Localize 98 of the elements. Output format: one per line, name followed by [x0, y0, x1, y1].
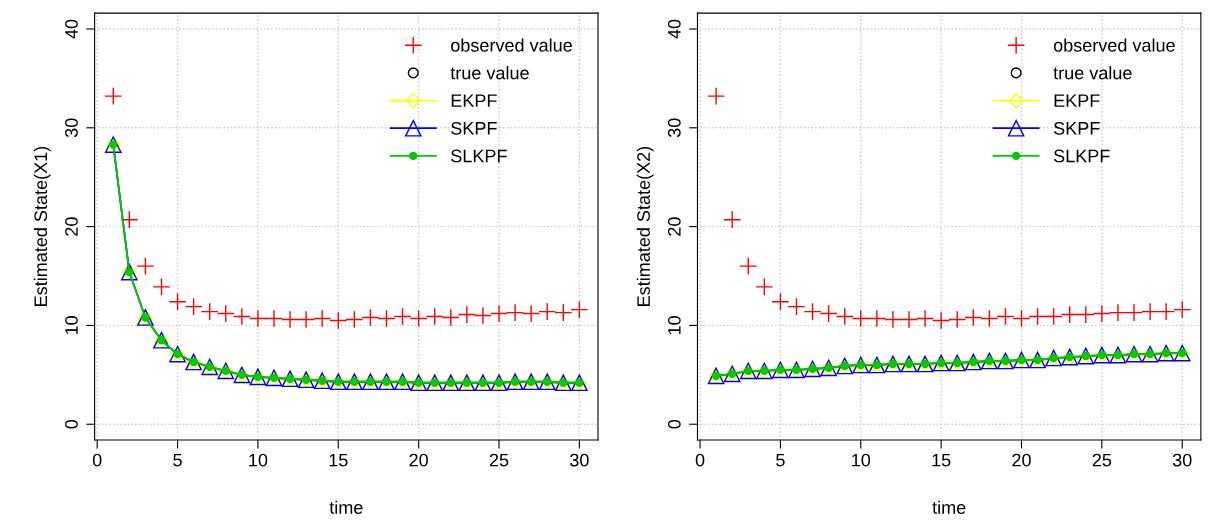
legend-label: EKPF [451, 94, 497, 107]
point [120, 210, 139, 229]
x-tick-label: 5 [776, 453, 785, 467]
point [787, 297, 806, 316]
point [232, 307, 251, 326]
y-tick-label: 10 [667, 316, 681, 335]
point [473, 306, 492, 325]
point [345, 310, 364, 329]
point [1060, 305, 1079, 324]
point [1124, 303, 1144, 322]
y-tick-label: 40 [667, 19, 681, 39]
point [1141, 302, 1160, 321]
point [1173, 300, 1192, 319]
y-tick-label: 10 [65, 316, 78, 335]
point [835, 307, 854, 326]
y-tick-label: 30 [667, 118, 681, 138]
point [932, 311, 951, 330]
point [851, 309, 870, 328]
x-tick-label: 25 [489, 453, 509, 467]
point [441, 308, 460, 327]
point [329, 311, 348, 330]
x-tick-label: 10 [852, 453, 871, 467]
point [867, 309, 886, 328]
point [104, 87, 123, 106]
x-tick-label: 15 [932, 453, 951, 467]
x-tick-label: 30 [570, 453, 589, 467]
point [1044, 307, 1063, 326]
point [457, 305, 476, 324]
y-tick-label: 20 [667, 217, 681, 236]
point [707, 87, 726, 106]
point [409, 309, 428, 328]
legend-label: observed value [1053, 38, 1175, 52]
legend-label: SLKPF [451, 149, 507, 163]
legend-label: observed value [451, 38, 572, 52]
point [771, 292, 790, 311]
point [948, 310, 967, 329]
y-tick-label: 0 [65, 419, 78, 429]
legend-label: SKPF [451, 121, 497, 135]
point [361, 308, 380, 327]
point [819, 304, 838, 323]
point [184, 297, 203, 316]
legend-label: SKPF [1053, 121, 1100, 135]
x-tick-label: 20 [1012, 453, 1031, 467]
x-tick-label: 15 [329, 453, 348, 467]
point [281, 310, 300, 329]
legend-label: true value [1053, 66, 1132, 80]
x-tick-label: 5 [173, 453, 182, 467]
point [883, 310, 902, 329]
point [899, 310, 919, 329]
point [168, 292, 187, 311]
x-tick-label: 30 [1172, 453, 1192, 467]
legend-label: SLKPF [1053, 149, 1110, 163]
point [996, 307, 1015, 326]
point [1092, 304, 1111, 323]
point [522, 304, 541, 323]
y-axis-title: Estimated State(X2) [636, 146, 654, 306]
point [1028, 307, 1047, 326]
point [755, 277, 774, 296]
point [297, 310, 316, 329]
point [1157, 302, 1176, 321]
point [216, 304, 235, 323]
point [506, 303, 525, 322]
point [1012, 309, 1031, 328]
y-tick-label: 0 [667, 419, 681, 429]
point [570, 300, 589, 319]
x-axis-title: time [932, 500, 966, 514]
x-tick-label: 20 [409, 453, 428, 467]
x-tick-label: 0 [695, 453, 705, 467]
point [723, 210, 742, 229]
point [377, 309, 396, 328]
y-tick-label: 20 [65, 217, 78, 236]
x-tick-label: 0 [92, 453, 102, 467]
point [393, 307, 412, 326]
point [200, 302, 219, 321]
x-tick-label: 10 [249, 453, 268, 467]
point [264, 309, 284, 328]
point [313, 309, 332, 328]
x-axis-title: time [329, 500, 363, 514]
x-tick-label: 25 [1092, 453, 1112, 467]
legend-label: true value [450, 66, 529, 80]
point [554, 303, 573, 322]
point [489, 304, 509, 323]
y-tick-label: 40 [65, 19, 78, 39]
point [248, 309, 267, 328]
y-tick-label: 30 [65, 118, 78, 138]
point [152, 277, 171, 296]
point [916, 309, 935, 328]
point [1076, 305, 1095, 324]
y-axis-title: Estimated State(X1) [33, 146, 51, 306]
legend-label: EKPF [1054, 94, 1100, 107]
point [1108, 303, 1127, 322]
point [425, 307, 444, 326]
point [136, 257, 155, 276]
point [538, 302, 557, 321]
point [964, 308, 983, 327]
point [980, 309, 999, 328]
point [739, 257, 758, 276]
point [803, 302, 822, 321]
